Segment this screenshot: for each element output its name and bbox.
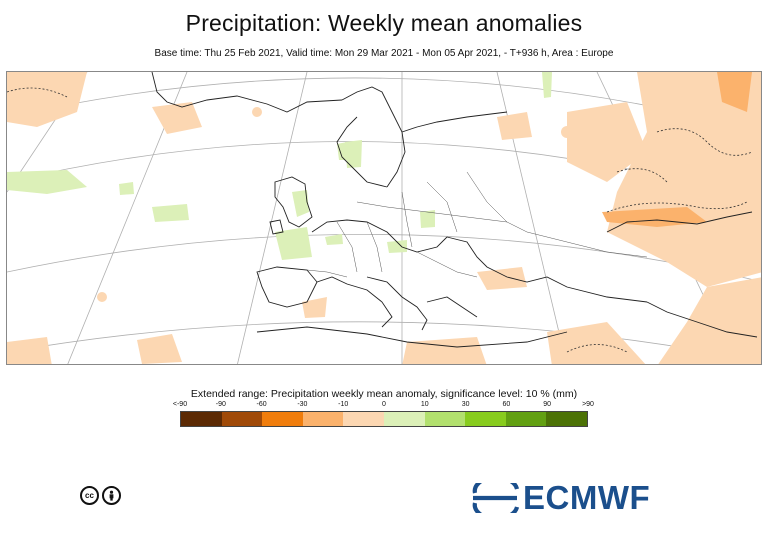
dry-anomaly-areas bbox=[7, 72, 761, 364]
creative-commons-badges: cc bbox=[80, 486, 121, 505]
legend-color-swatch bbox=[181, 412, 222, 426]
legend-tick-label: -10 bbox=[338, 401, 349, 408]
chart-title: Precipitation: Weekly mean anomalies bbox=[185, 10, 583, 36]
coastlines bbox=[151, 72, 758, 348]
country-borders bbox=[306, 171, 648, 278]
ecmwf-logo: ECMWF bbox=[470, 479, 650, 517]
legend-color-swatch bbox=[262, 412, 303, 426]
legend-tick-label: 60 bbox=[502, 401, 511, 408]
chart-subtitle: Base time: Thu 25 Feb 2021, Valid time: … bbox=[154, 48, 614, 59]
legend-tick-label: -60 bbox=[256, 401, 267, 408]
by-icon bbox=[102, 486, 121, 505]
ecmwf-waves-icon bbox=[472, 483, 520, 513]
anomaly-contours bbox=[7, 87, 753, 353]
legend-color-swatch bbox=[505, 412, 547, 426]
legend-tick-label: >90 bbox=[582, 401, 594, 408]
legend-tick-labels: <-90 -90 -60 -30 -10 0 10 30 60 90 >90 bbox=[160, 401, 610, 411]
legend-title: Extended range: Precipitation weekly mea… bbox=[190, 388, 578, 400]
wet-anomaly-areas bbox=[7, 72, 552, 260]
europe-anomaly-map bbox=[6, 71, 762, 365]
legend-color-swatch bbox=[383, 412, 425, 426]
legend-tick-label: 0 bbox=[382, 401, 386, 408]
cc-icon: cc bbox=[80, 486, 99, 505]
legend-tick-label: 90 bbox=[543, 401, 552, 408]
legend-tick-label: 30 bbox=[461, 401, 470, 408]
legend-tick-label: 10 bbox=[420, 401, 429, 408]
legend-tick-label: -90 bbox=[215, 401, 226, 408]
legend-color-swatch bbox=[343, 412, 384, 426]
legend-colorbar bbox=[180, 411, 588, 427]
legend-color-swatch bbox=[546, 412, 587, 426]
ecmwf-logo-text: ECMWF bbox=[523, 479, 651, 516]
legend-tick-label: <-90 bbox=[172, 401, 188, 408]
legend-color-swatch bbox=[424, 412, 466, 426]
legend-color-swatch bbox=[221, 412, 263, 426]
legend-color-swatch bbox=[465, 412, 506, 426]
legend-tick-label: -30 bbox=[297, 401, 308, 408]
legend-color-swatch bbox=[302, 412, 344, 426]
